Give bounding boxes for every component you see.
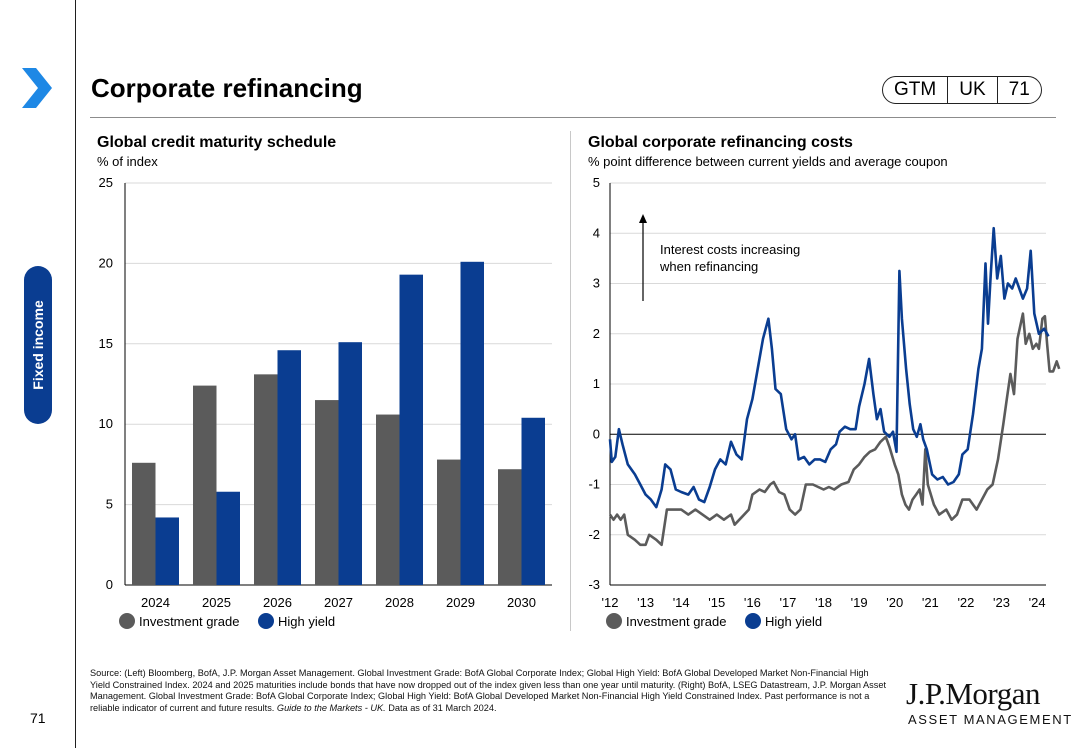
chevron-right-icon: [22, 68, 52, 108]
right-chart-subtitle: % point difference between current yield…: [588, 154, 948, 169]
bar-investment-grade: [193, 385, 217, 585]
bar-high-yield: [521, 417, 545, 585]
y-tick-label: 3: [593, 276, 600, 291]
y-tick-label: -1: [588, 477, 600, 492]
sidebar-divider: [75, 0, 76, 748]
legend-hy-label: High yield: [278, 614, 335, 629]
legend-ig-label: Investment grade: [139, 614, 239, 629]
x-tick-label: '22: [957, 595, 974, 610]
source-note: Source: (Left) Bloomberg, BofA, J.P. Mor…: [90, 668, 890, 714]
x-tick-label: '24: [1029, 595, 1046, 610]
x-tick-label: '18: [815, 595, 832, 610]
chart-divider: [570, 131, 571, 631]
bar-investment-grade: [315, 400, 339, 585]
annotation-line-2: when refinancing: [659, 259, 758, 274]
bar-high-yield: [277, 350, 301, 585]
legend-hy-swatch: [258, 613, 274, 629]
x-tick-label: '14: [673, 595, 690, 610]
bar-high-yield: [155, 517, 179, 585]
badge-page: 71: [996, 77, 1041, 103]
legend-ig-swatch: [119, 613, 135, 629]
bar-investment-grade: [132, 462, 156, 585]
bar-high-yield: [399, 274, 423, 585]
logo-subtitle: ASSET MANAGEMENT: [908, 712, 1073, 727]
x-tick-label: 2024: [141, 595, 170, 610]
y-tick-label: 0: [106, 577, 113, 592]
x-tick-label: '20: [886, 595, 903, 610]
bar-high-yield: [338, 342, 362, 585]
x-tick-label: 2026: [263, 595, 292, 610]
x-tick-label: '21: [922, 595, 939, 610]
y-tick-label: 2: [593, 326, 600, 341]
badge-region: UK: [947, 77, 996, 103]
bar-investment-grade: [254, 374, 278, 585]
y-tick-label: -3: [588, 577, 600, 592]
page-title: Corporate refinancing: [91, 73, 363, 103]
section-label: Fixed income: [30, 300, 46, 390]
series-line-high-yield: [608, 226, 1050, 509]
arrow-up-icon: [639, 214, 647, 223]
y-tick-label: 5: [593, 175, 600, 190]
annotation-line-1: Interest costs increasing: [660, 242, 800, 257]
page-number: 71: [30, 710, 46, 726]
y-tick-label: 10: [99, 416, 113, 431]
bar-investment-grade: [437, 459, 461, 585]
legend-ig-label: Investment grade: [626, 614, 726, 629]
series-line-investment-grade: [608, 312, 1061, 547]
bar-investment-grade: [376, 414, 400, 585]
x-tick-label: 2027: [324, 595, 353, 610]
x-tick-label: '16: [744, 595, 761, 610]
right-chart-title: Global corporate refinancing costs: [588, 134, 853, 151]
x-tick-label: 2030: [507, 595, 536, 610]
bar-high-yield: [460, 261, 484, 585]
y-tick-label: 25: [99, 175, 113, 190]
legend-ig-swatch: [606, 613, 622, 629]
y-tick-label: -2: [588, 527, 600, 542]
x-tick-label: 2029: [446, 595, 475, 610]
x-tick-label: '23: [993, 595, 1010, 610]
y-tick-label: 4: [593, 225, 600, 240]
y-tick-label: 1: [593, 376, 600, 391]
y-tick-label: 15: [99, 336, 113, 351]
header-divider: [90, 117, 1056, 118]
left-chart-title: Global credit maturity schedule: [97, 134, 337, 151]
left-chart-subtitle: % of index: [97, 154, 158, 169]
bar-high-yield: [216, 491, 240, 585]
source-guide: Guide to the Markets - UK.: [276, 702, 386, 713]
y-tick-label: 5: [106, 497, 113, 512]
guide-badge: GTM UK 71: [882, 76, 1042, 104]
x-tick-label: 2025: [202, 595, 231, 610]
source-date: Data as of 31 March 2024.: [385, 702, 497, 713]
badge-guide: GTM: [894, 79, 937, 100]
x-tick-label: '17: [779, 595, 796, 610]
legend-hy-swatch: [745, 613, 761, 629]
y-tick-label: 0: [593, 426, 600, 441]
x-tick-label: '15: [708, 595, 725, 610]
bar-investment-grade: [498, 469, 522, 585]
section-tab[interactable]: [24, 266, 52, 424]
logo-jpmorgan: J.P.Morgan: [906, 676, 1040, 711]
x-tick-label: '19: [851, 595, 868, 610]
legend-hy-label: High yield: [765, 614, 822, 629]
x-tick-label: 2028: [385, 595, 414, 610]
x-tick-label: '13: [637, 595, 654, 610]
source-text: Source: (Left) Bloomberg, BofA, J.P. Mor…: [90, 668, 887, 713]
line-chart: -3 -2 -1 0 1 2 3 4 5 '12 '13 '14 '15 '16 '17 '18 '19 '20…: [588, 175, 1061, 629]
y-tick-label: 20: [99, 255, 113, 270]
x-tick-label: '12: [602, 595, 619, 610]
